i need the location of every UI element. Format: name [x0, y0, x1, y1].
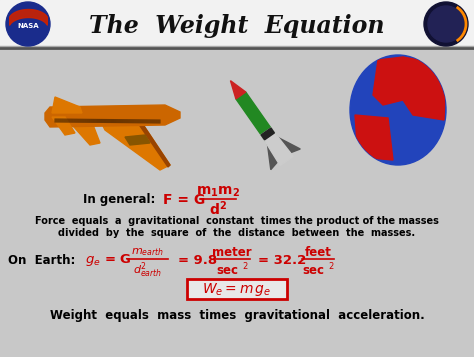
Ellipse shape	[350, 55, 446, 165]
Text: F = G: F = G	[163, 193, 205, 207]
Text: $\mathregular{m_1 m_2}$: $\mathregular{m_1 m_2}$	[196, 185, 240, 199]
Text: = 9.8: = 9.8	[178, 253, 217, 266]
Polygon shape	[65, 117, 100, 145]
Polygon shape	[52, 117, 75, 135]
Polygon shape	[98, 120, 170, 167]
Text: The  Weight  Equation: The Weight Equation	[89, 14, 385, 38]
Polygon shape	[373, 57, 403, 105]
Polygon shape	[125, 135, 150, 145]
Text: $g_e$ = G: $g_e$ = G	[85, 252, 132, 268]
Bar	[0, 0, 474, 48]
Text: divided  by  the  square  of  the  distance  between  the  masses.: divided by the square of the distance be…	[58, 228, 416, 238]
Polygon shape	[236, 92, 280, 148]
Text: $m_{earth}$: $m_{earth}$	[131, 246, 164, 258]
Polygon shape	[230, 81, 246, 99]
Text: sec $^2$: sec $^2$	[216, 262, 248, 278]
Bar	[187, 279, 287, 299]
Text: sec $^2$: sec $^2$	[302, 262, 334, 278]
Text: $d^2_{earth}$: $d^2_{earth}$	[133, 260, 163, 280]
Text: Weight  equals  mass  times  gravitational  acceleration.: Weight equals mass times gravitational a…	[50, 308, 424, 322]
Text: Force  equals  a  gravitational  constant  times the product of the masses: Force equals a gravitational constant ti…	[35, 216, 439, 226]
Text: $W_e = m\,g_e$: $W_e = m\,g_e$	[202, 281, 272, 297]
Polygon shape	[277, 137, 300, 154]
Text: On  Earth:: On Earth:	[8, 253, 75, 266]
Text: $\mathregular{d^2}$: $\mathregular{d^2}$	[209, 200, 227, 218]
Text: NASA: NASA	[17, 23, 39, 29]
Bar	[0, 48, 474, 357]
Circle shape	[424, 2, 468, 46]
Text: feet: feet	[305, 246, 331, 258]
Polygon shape	[52, 97, 82, 113]
Circle shape	[428, 6, 464, 42]
Circle shape	[6, 2, 50, 46]
Text: meter: meter	[212, 246, 252, 258]
Polygon shape	[261, 128, 274, 140]
Text: = 32.2: = 32.2	[258, 253, 306, 266]
Polygon shape	[100, 120, 170, 170]
Text: In general:: In general:	[82, 193, 155, 206]
Polygon shape	[403, 57, 446, 120]
Polygon shape	[261, 128, 293, 166]
Polygon shape	[267, 144, 279, 170]
Polygon shape	[45, 105, 180, 127]
Polygon shape	[355, 115, 393, 160]
